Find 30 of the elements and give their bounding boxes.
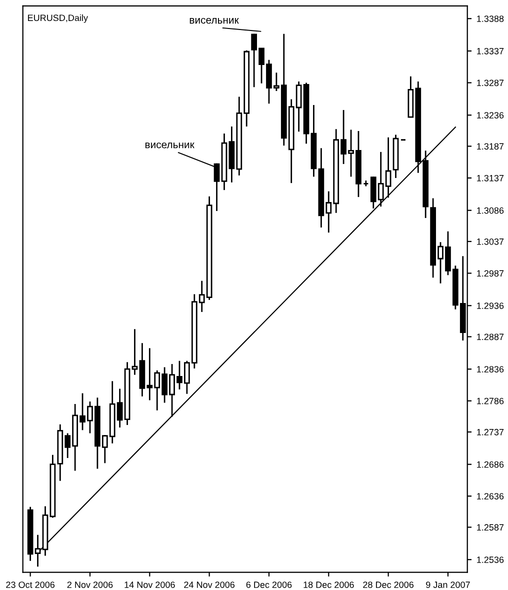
y-tick-label: 1.2737 — [477, 428, 504, 436]
annotation: висельник — [145, 142, 194, 148]
y-tick-label: 1.3236 — [477, 112, 504, 118]
y-tick-label: 1.3287 — [477, 80, 504, 86]
y-tick-label: 1.2587 — [477, 524, 504, 531]
y-tick-label: 1.3388 — [477, 16, 504, 22]
candlestick — [132, 328, 138, 376]
y-tick-label: 1.3086 — [477, 207, 504, 214]
y-tick-label: 1.2786 — [477, 398, 504, 404]
x-tick-label: 24 Nov 2006 — [184, 582, 235, 588]
y-tick-label: 1.2686 — [477, 461, 504, 468]
y-tick-label: 1.3187 — [477, 143, 504, 150]
y-tick-label: 1.2636 — [477, 493, 504, 500]
y-tick-label: 1.2536 — [477, 556, 504, 563]
y-tick-label: 1.3137 — [477, 174, 504, 182]
y-tick-label: 1.2987 — [477, 270, 504, 277]
y-tick-label: 1.2936 — [477, 302, 504, 309]
x-tick-label: 2 Nov 2006 — [67, 582, 113, 588]
x-tick-label: 9 Jan 2007 — [426, 582, 470, 588]
x-tick-label: 23 Oct 2006 — [6, 582, 55, 588]
y-tick-label: 1.3337 — [477, 48, 504, 54]
y-tick-label: 1.2887 — [477, 334, 504, 340]
x-tick-label: 18 Dec 2006 — [304, 582, 354, 588]
x-tick-label: 6 Dec 2006 — [246, 582, 292, 588]
x-tick-label: 14 Nov 2006 — [124, 582, 175, 588]
y-tick-label: 1.3037 — [477, 238, 504, 245]
annotation: висельник — [190, 18, 239, 24]
y-tick-label: 1.2836 — [477, 366, 504, 372]
x-tick-label: 28 Dec 2006 — [363, 582, 414, 588]
text: EURUSD,Daily — [28, 14, 88, 23]
